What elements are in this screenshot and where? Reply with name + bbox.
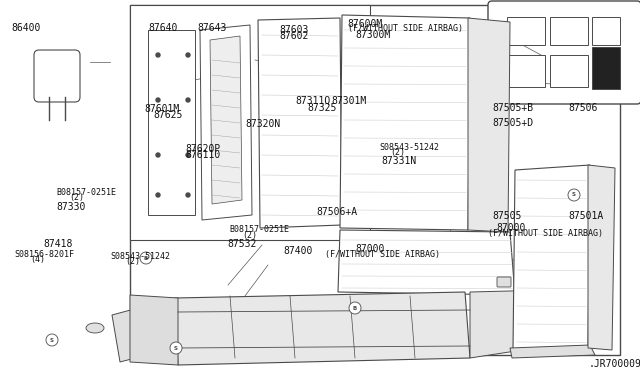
Circle shape bbox=[349, 302, 361, 314]
Bar bbox=[507, 55, 545, 87]
Text: 87400: 87400 bbox=[283, 246, 312, 256]
Text: 87603: 87603 bbox=[280, 25, 309, 35]
Circle shape bbox=[568, 189, 580, 201]
Text: 87300M: 87300M bbox=[355, 30, 390, 40]
Text: 87331N: 87331N bbox=[381, 156, 417, 166]
Text: 876110: 876110 bbox=[186, 150, 221, 160]
Circle shape bbox=[140, 252, 152, 264]
Polygon shape bbox=[338, 230, 515, 295]
Polygon shape bbox=[210, 36, 242, 204]
Circle shape bbox=[156, 53, 160, 57]
Text: 87000: 87000 bbox=[497, 223, 526, 233]
Text: 87532: 87532 bbox=[228, 239, 257, 249]
Polygon shape bbox=[513, 165, 590, 350]
Text: (2): (2) bbox=[69, 193, 84, 202]
Text: 87625: 87625 bbox=[154, 110, 183, 120]
Bar bbox=[550, 55, 588, 87]
Bar bbox=[592, 47, 620, 89]
Circle shape bbox=[46, 334, 58, 346]
Polygon shape bbox=[148, 30, 195, 215]
Bar bbox=[507, 17, 545, 45]
Bar bbox=[130, 5, 620, 355]
Text: (2): (2) bbox=[125, 257, 140, 266]
Text: (F/WITHOUT SIDE AIRBAG): (F/WITHOUT SIDE AIRBAG) bbox=[488, 229, 603, 238]
Text: 87600M: 87600M bbox=[348, 19, 383, 29]
Bar bbox=[130, 5, 370, 240]
FancyBboxPatch shape bbox=[497, 277, 511, 287]
Text: 87505+B: 87505+B bbox=[493, 103, 534, 113]
Text: B08157-0251E: B08157-0251E bbox=[56, 188, 116, 197]
Text: (2): (2) bbox=[242, 231, 257, 240]
Text: 87501A: 87501A bbox=[568, 211, 604, 221]
Circle shape bbox=[186, 53, 190, 57]
Polygon shape bbox=[468, 18, 510, 232]
Text: 87640: 87640 bbox=[148, 23, 178, 33]
Text: 87602: 87602 bbox=[280, 31, 309, 41]
Circle shape bbox=[156, 98, 160, 102]
Text: 87643: 87643 bbox=[197, 23, 227, 33]
Text: 87330: 87330 bbox=[56, 202, 86, 212]
Text: (4): (4) bbox=[31, 255, 45, 264]
Text: 87505+D: 87505+D bbox=[493, 118, 534, 128]
Polygon shape bbox=[470, 290, 555, 358]
Polygon shape bbox=[588, 165, 615, 350]
Text: (F/WITHOUT SIDE AIRBAG): (F/WITHOUT SIDE AIRBAG) bbox=[348, 24, 463, 33]
Bar bbox=[550, 17, 588, 45]
Ellipse shape bbox=[86, 323, 104, 333]
Bar bbox=[592, 17, 620, 45]
Text: S: S bbox=[572, 192, 576, 198]
Text: B: B bbox=[144, 256, 148, 260]
Text: B08157-0251E: B08157-0251E bbox=[229, 225, 289, 234]
Circle shape bbox=[186, 153, 190, 157]
Circle shape bbox=[156, 153, 160, 157]
Circle shape bbox=[186, 193, 190, 197]
Text: 87418: 87418 bbox=[44, 239, 73, 249]
Text: .JR700009: .JR700009 bbox=[589, 359, 640, 369]
Text: (F/WITHOUT SIDE AIRBAG): (F/WITHOUT SIDE AIRBAG) bbox=[325, 250, 440, 259]
Text: 87320N: 87320N bbox=[246, 119, 281, 129]
Text: 87311Q: 87311Q bbox=[296, 96, 331, 106]
Text: 87325: 87325 bbox=[307, 103, 337, 113]
Polygon shape bbox=[200, 25, 252, 220]
Text: B: B bbox=[353, 305, 357, 311]
Circle shape bbox=[186, 98, 190, 102]
Text: 87505: 87505 bbox=[493, 211, 522, 221]
Text: S: S bbox=[50, 337, 54, 343]
Text: (2): (2) bbox=[390, 148, 405, 157]
Polygon shape bbox=[130, 295, 178, 365]
FancyBboxPatch shape bbox=[34, 50, 80, 102]
Polygon shape bbox=[340, 15, 470, 230]
Polygon shape bbox=[510, 345, 595, 358]
Text: S08156-8201F: S08156-8201F bbox=[14, 250, 74, 259]
Text: S: S bbox=[174, 346, 178, 350]
Polygon shape bbox=[258, 18, 342, 228]
Text: S08543-51242: S08543-51242 bbox=[110, 252, 170, 261]
Polygon shape bbox=[175, 292, 470, 365]
Text: 87601M: 87601M bbox=[144, 104, 179, 114]
Text: S08543-51242: S08543-51242 bbox=[379, 143, 439, 152]
Text: 87506+A: 87506+A bbox=[316, 207, 357, 217]
Text: 87000: 87000 bbox=[356, 244, 385, 254]
Text: 86400: 86400 bbox=[12, 23, 41, 33]
Circle shape bbox=[170, 342, 182, 354]
Polygon shape bbox=[112, 298, 185, 362]
FancyBboxPatch shape bbox=[488, 1, 640, 104]
Text: 87620P: 87620P bbox=[186, 144, 221, 154]
Text: 87506: 87506 bbox=[568, 103, 598, 113]
Circle shape bbox=[156, 193, 160, 197]
Text: 87301M: 87301M bbox=[332, 96, 367, 106]
